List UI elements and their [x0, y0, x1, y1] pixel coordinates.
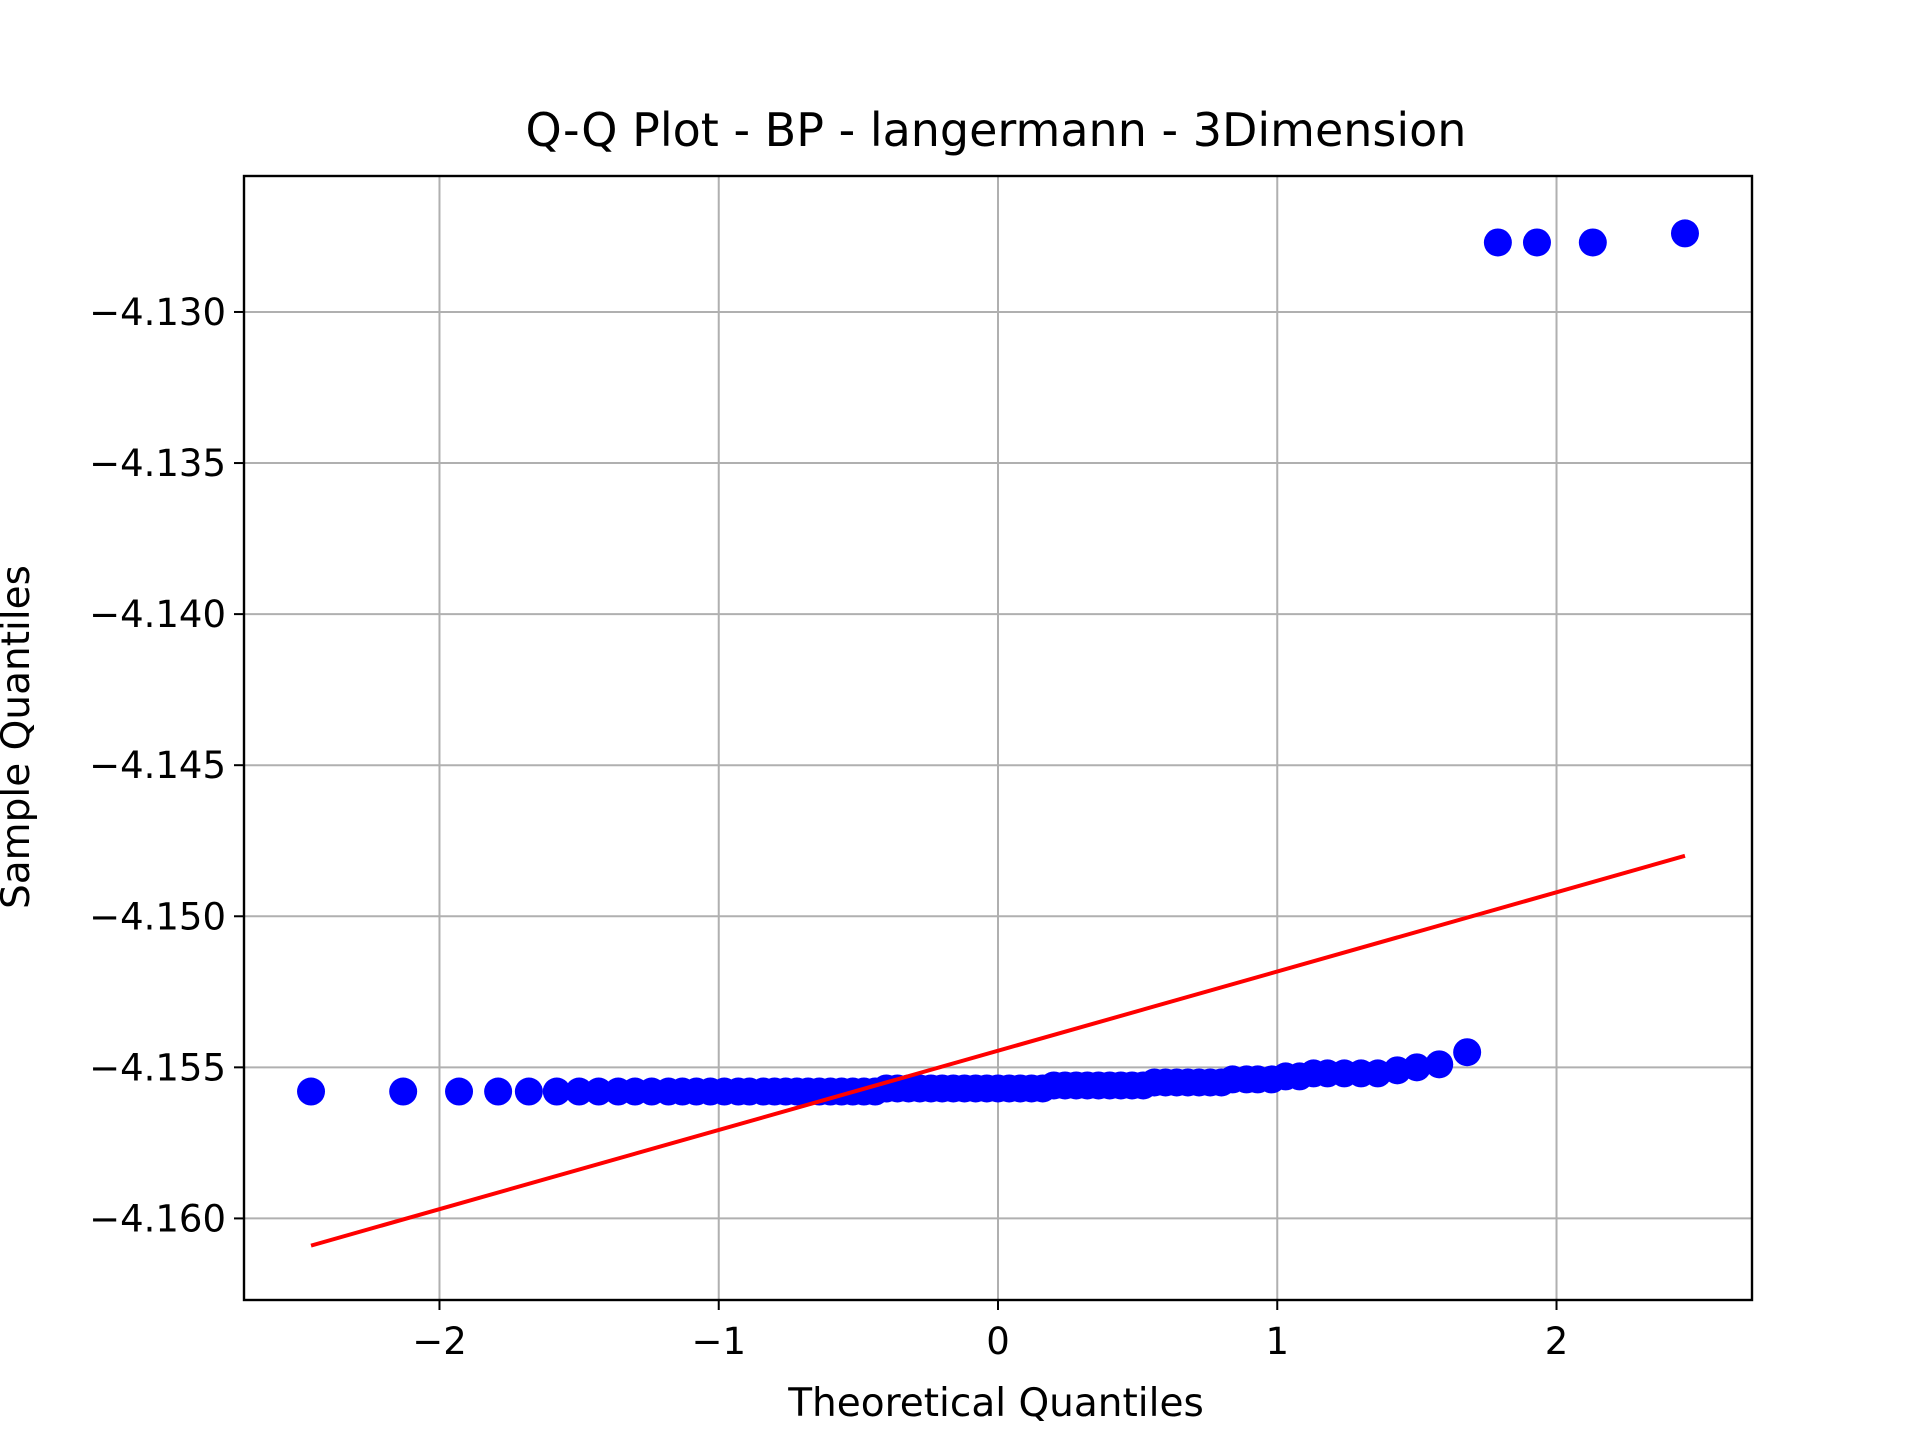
sample-point	[584, 1077, 613, 1106]
y-tick-label: −4.155	[89, 1046, 226, 1089]
sample-point	[514, 1077, 543, 1106]
y-tick-label: −4.150	[89, 895, 226, 938]
x-tick-label: 1	[1265, 1320, 1289, 1363]
grid-lines	[244, 176, 1752, 1300]
y-axis-label: Sample Quantiles	[0, 565, 39, 909]
x-tick-label: −2	[412, 1320, 467, 1363]
sample-point	[1522, 228, 1551, 257]
sample-point	[1453, 1038, 1482, 1067]
x-axis-label: Theoretical Quantiles	[787, 1381, 1204, 1426]
reference-line-layer	[310, 853, 1686, 1248]
sample-point	[565, 1077, 594, 1106]
reference-line	[310, 853, 1686, 1248]
sample-point	[1425, 1050, 1454, 1079]
sample-point	[389, 1077, 418, 1106]
y-tick-label: −4.130	[89, 291, 226, 334]
y-tick-label: −4.160	[89, 1197, 226, 1240]
sample-point	[542, 1077, 571, 1106]
y-tick-label: −4.140	[89, 593, 226, 636]
sample-point	[1670, 219, 1699, 248]
y-tick-label: −4.145	[89, 744, 226, 787]
x-tick-label: 2	[1545, 1320, 1569, 1363]
sample-points	[297, 219, 1699, 1106]
chart-title: Q-Q Plot - BP - langermann - 3Dimension	[526, 103, 1467, 157]
sample-point	[484, 1077, 513, 1106]
x-tick-label: 0	[986, 1320, 1010, 1363]
sample-point	[1402, 1053, 1431, 1082]
y-tick-label: −4.135	[89, 442, 226, 485]
sample-point	[1578, 228, 1607, 257]
sample-point	[445, 1077, 474, 1106]
sample-point	[1483, 228, 1512, 257]
x-axis-ticks: −2 −1 0 1 2	[412, 1300, 1568, 1363]
y-axis-ticks: −4.130 −4.135 −4.140 −4.145 −4.150 −4.155 −4.1…	[89, 291, 244, 1240]
sample-point	[297, 1077, 326, 1106]
x-tick-label: −1	[691, 1320, 746, 1363]
